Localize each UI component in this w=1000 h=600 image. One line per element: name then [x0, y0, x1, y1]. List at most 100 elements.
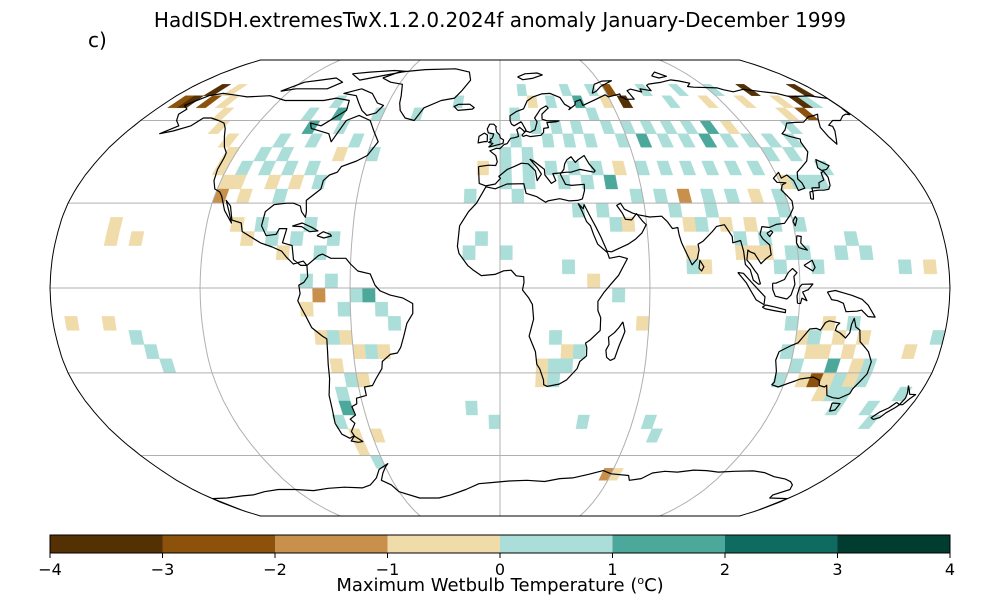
coastline: [350, 435, 364, 443]
anomaly-cell: [559, 358, 574, 373]
anomaly-cell: [580, 174, 595, 190]
anomaly-cell: [645, 428, 664, 443]
coastline: [477, 132, 488, 144]
anomaly-cell: [349, 287, 363, 303]
coastline: [772, 267, 798, 300]
anomaly-cell: [239, 231, 255, 246]
anomaly-cell: [843, 231, 860, 246]
anomaly-cell: [733, 231, 748, 246]
anomaly-cell: [703, 203, 720, 218]
anomaly-cell: [686, 259, 700, 275]
colorbar-bin: [612, 535, 725, 553]
anomaly-cell: [760, 147, 781, 162]
coastline: [297, 253, 414, 439]
anomaly-cell: [760, 133, 783, 148]
colorbar-bin: [50, 535, 163, 553]
anomaly-cell: [659, 120, 678, 134]
anomaly-cell: [217, 133, 240, 148]
colorbar-bin: [387, 535, 500, 553]
coastline: [771, 317, 872, 400]
anomaly-cell: [228, 174, 247, 190]
anomaly-cell: [599, 120, 616, 134]
longitude-line: [199, 60, 341, 516]
title-text: HadISDH.extremesTwX.1.2.0.2024f anomaly …: [153, 8, 847, 32]
anomaly-cell: [723, 160, 743, 176]
coastline: [456, 79, 851, 387]
anomaly-cell: [784, 316, 799, 331]
anomaly-cell: [311, 174, 328, 190]
anomaly-cell: [562, 133, 577, 148]
anomaly-cell: [207, 120, 231, 134]
anomaly-cell: [462, 245, 476, 260]
colorbar-tick-label: −3: [151, 560, 175, 579]
anomaly-cell: [616, 95, 634, 108]
longitude-line: [659, 60, 801, 516]
colorbar-tick-label: 4: [945, 560, 955, 579]
anomaly-cell: [499, 245, 513, 260]
anomaly-cell: [583, 84, 600, 96]
anomaly-cell: [600, 84, 618, 96]
coastline: [803, 259, 816, 272]
colorbar-tick-label: 0: [495, 560, 505, 579]
anomaly-cell: [732, 95, 757, 108]
anomaly-cell: [331, 147, 349, 162]
anomaly-cell: [287, 174, 305, 190]
anomaly-cell: [676, 188, 693, 204]
anomaly-cell: [387, 316, 402, 331]
anomaly-cell: [595, 203, 610, 218]
anomaly-cell: [694, 217, 709, 232]
anomaly-cell: [257, 160, 277, 176]
anomaly-cell: [810, 259, 825, 275]
anomaly-cell: [541, 133, 555, 148]
anomaly-cell: [353, 442, 371, 456]
anomaly-cells: [64, 84, 946, 481]
colorbar-bin: [725, 535, 838, 553]
anomaly-cell: [785, 84, 816, 96]
anomaly-cell: [376, 344, 391, 359]
anomaly-cell: [858, 400, 881, 416]
anomaly-cell: [312, 287, 326, 303]
anomaly-cell: [806, 330, 823, 345]
coastline: [870, 401, 900, 420]
anomaly-cell: [143, 344, 160, 359]
coastline: [651, 71, 667, 79]
coastline: [211, 463, 793, 511]
anomaly-cell: [810, 386, 831, 402]
anomaly-cell: [275, 147, 295, 162]
coastline: [486, 123, 505, 148]
anomaly-cell: [337, 301, 351, 317]
anomaly-cell: [264, 174, 282, 190]
coastlines: [159, 68, 917, 511]
anomaly-cell: [612, 287, 626, 303]
anomaly-cell: [667, 203, 683, 218]
anomaly-cell: [560, 344, 574, 359]
anomaly-cell: [103, 231, 120, 246]
anomaly-cell: [235, 188, 253, 204]
anomaly-cell: [855, 330, 872, 345]
anomaly-cell: [723, 188, 741, 204]
anomaly-cell: [857, 414, 882, 429]
coastline: [591, 80, 612, 94]
anomaly-cell: [522, 174, 536, 190]
anomaly-cell: [347, 133, 365, 148]
anomaly-cell: [510, 133, 522, 148]
anomaly-cell: [589, 160, 604, 176]
anomaly-cell: [784, 245, 799, 260]
anomaly-cell: [773, 259, 788, 275]
anomaly-cell: [303, 160, 322, 176]
coastline: [352, 69, 407, 81]
coastline: [453, 103, 475, 111]
anomaly-cell: [897, 259, 913, 275]
anomaly-cell: [329, 358, 345, 373]
anomaly-cell: [603, 174, 619, 190]
anomaly-cell: [846, 316, 862, 331]
coastline: [605, 321, 626, 361]
anomaly-cell: [64, 316, 80, 331]
anomaly-cell: [521, 147, 534, 162]
anomaly-cell: [572, 344, 587, 359]
anomaly-cell: [719, 120, 741, 134]
anomaly-cell: [280, 160, 299, 176]
anomaly-cell: [682, 217, 697, 232]
anomaly-cell: [569, 120, 584, 134]
anomaly-cell: [635, 316, 650, 331]
